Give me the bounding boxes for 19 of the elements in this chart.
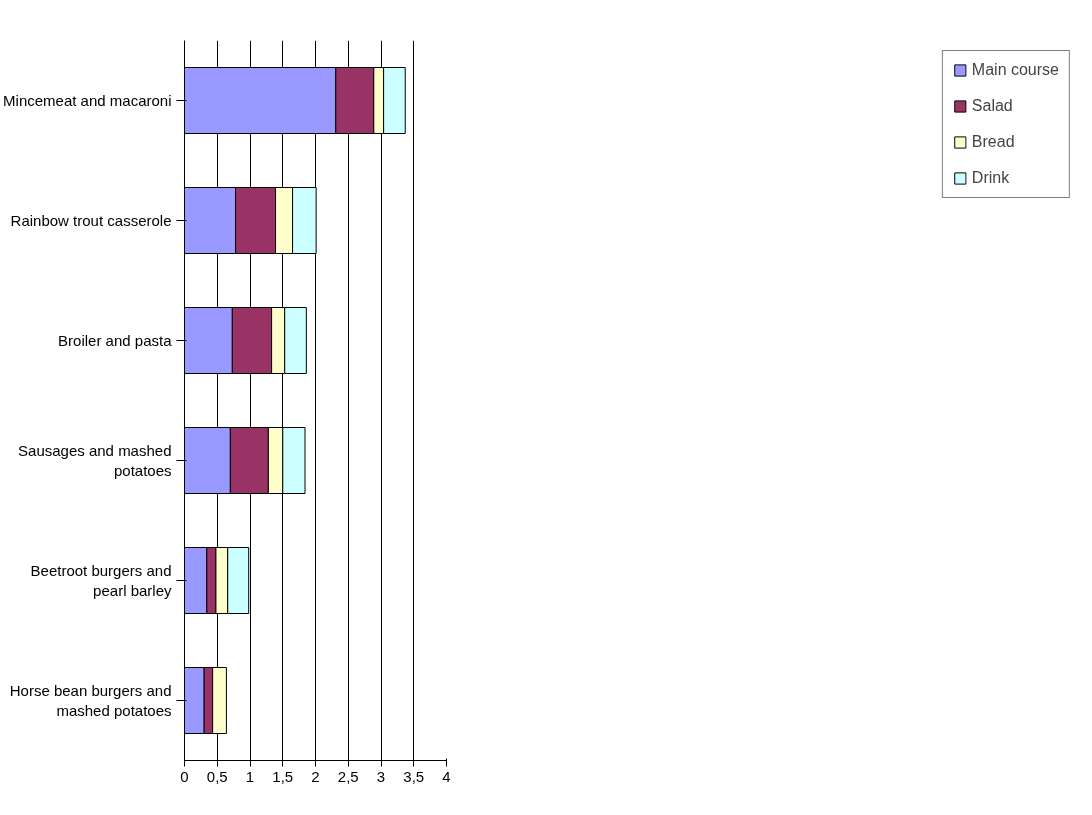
- x-tick-label: 0: [180, 767, 189, 785]
- x-tick-label: 0,5: [206, 767, 228, 785]
- y-tick-label: Horse bean burgers and mashed potatoes: [9, 681, 172, 720]
- x-tick-label: 3: [376, 767, 386, 785]
- x-tick-label: 4: [442, 767, 451, 785]
- y-tick-label: Beetroot burgers and pearl barley: [30, 561, 172, 600]
- y-tick-label: Mincemeat and macaroni: [3, 92, 172, 109]
- x-tick-label: 1,5: [272, 767, 294, 785]
- y-tick-label: Broiler and pasta: [58, 332, 173, 349]
- x-tick-label: 3,5: [403, 767, 425, 785]
- legend-label: Main course: [971, 61, 1059, 79]
- legend-label: Drink: [971, 169, 1010, 187]
- y-tick-label: Sausages and mashed potatoes: [18, 441, 172, 480]
- x-tick-label: 1: [245, 767, 255, 785]
- y-tick-label: Rainbow trout casserole: [10, 212, 172, 229]
- x-tick-label: 2: [311, 767, 320, 785]
- legend-label: Bread: [971, 133, 1015, 151]
- legend-label: Salad: [971, 97, 1013, 115]
- x-tick-label: 2,5: [337, 767, 359, 785]
